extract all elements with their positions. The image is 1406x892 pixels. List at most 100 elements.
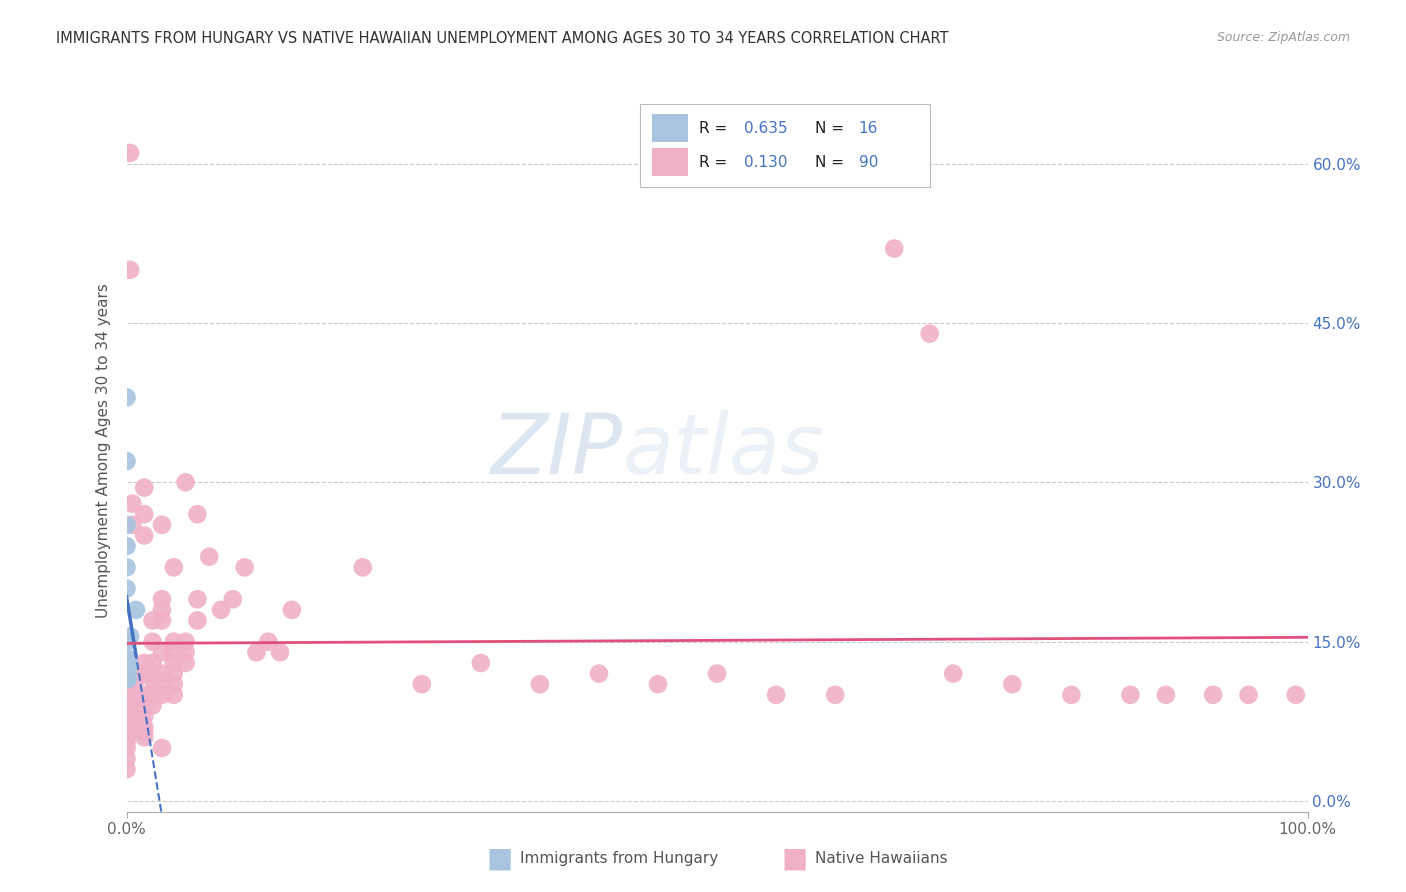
Text: IMMIGRANTS FROM HUNGARY VS NATIVE HAWAIIAN UNEMPLOYMENT AMONG AGES 30 TO 34 YEAR: IMMIGRANTS FROM HUNGARY VS NATIVE HAWAII… bbox=[56, 31, 949, 46]
Point bbox=[115, 725, 138, 739]
Point bbox=[352, 560, 374, 574]
Point bbox=[117, 661, 139, 675]
Point bbox=[150, 741, 173, 756]
Text: 0.635: 0.635 bbox=[744, 120, 787, 136]
Point bbox=[150, 688, 173, 702]
Point bbox=[120, 629, 142, 643]
Point bbox=[134, 688, 156, 702]
Point bbox=[411, 677, 433, 691]
Point bbox=[134, 731, 156, 745]
Text: Native Hawaiians: Native Hawaiians bbox=[815, 851, 948, 865]
Point bbox=[115, 517, 138, 532]
Bar bbox=[652, 114, 688, 142]
Point bbox=[125, 709, 148, 723]
Point bbox=[163, 677, 186, 691]
Point bbox=[174, 475, 197, 490]
Point bbox=[163, 656, 186, 670]
Point bbox=[118, 656, 141, 670]
Point bbox=[222, 592, 245, 607]
Point bbox=[150, 614, 173, 628]
Point bbox=[588, 666, 610, 681]
Bar bbox=[652, 148, 688, 176]
Point bbox=[115, 560, 138, 574]
Point bbox=[134, 481, 156, 495]
Point bbox=[115, 731, 138, 745]
Text: R =: R = bbox=[699, 154, 733, 169]
Point bbox=[134, 507, 156, 521]
Point bbox=[115, 539, 138, 553]
Point bbox=[186, 507, 208, 521]
Point bbox=[1202, 688, 1225, 702]
Point bbox=[134, 720, 156, 734]
Point bbox=[115, 762, 138, 776]
Point bbox=[141, 634, 163, 648]
Point bbox=[115, 704, 138, 718]
Point bbox=[134, 656, 156, 670]
Point bbox=[115, 390, 138, 404]
Text: N =: N = bbox=[815, 154, 849, 169]
Text: 0.130: 0.130 bbox=[744, 154, 787, 169]
Point bbox=[141, 656, 163, 670]
Point bbox=[115, 650, 138, 665]
Point bbox=[115, 666, 138, 681]
Point bbox=[125, 672, 148, 686]
Point bbox=[163, 688, 186, 702]
Point bbox=[141, 672, 163, 686]
Point bbox=[529, 677, 551, 691]
Point bbox=[281, 603, 304, 617]
Point bbox=[245, 645, 267, 659]
Point bbox=[125, 688, 148, 702]
Point bbox=[883, 242, 905, 256]
Text: atlas: atlas bbox=[623, 410, 824, 491]
Text: ■: ■ bbox=[486, 844, 512, 872]
Point bbox=[150, 603, 173, 617]
Point bbox=[150, 666, 173, 681]
Point bbox=[198, 549, 221, 564]
Point bbox=[163, 560, 186, 574]
Point bbox=[150, 517, 173, 532]
Point bbox=[1285, 688, 1308, 702]
Point bbox=[141, 698, 163, 713]
Point bbox=[125, 704, 148, 718]
Point bbox=[120, 263, 142, 277]
Text: 90: 90 bbox=[859, 154, 879, 169]
Point bbox=[115, 709, 138, 723]
Point bbox=[121, 517, 143, 532]
Point bbox=[163, 666, 186, 681]
Point bbox=[121, 497, 143, 511]
FancyBboxPatch shape bbox=[640, 103, 929, 186]
Point bbox=[141, 614, 163, 628]
Point bbox=[269, 645, 291, 659]
Point bbox=[115, 751, 138, 765]
Point bbox=[174, 645, 197, 659]
Point bbox=[1237, 688, 1260, 702]
Point bbox=[942, 666, 965, 681]
Point bbox=[174, 656, 197, 670]
Point bbox=[150, 645, 173, 659]
Point bbox=[1001, 677, 1024, 691]
Point bbox=[115, 736, 138, 750]
Point bbox=[470, 656, 492, 670]
Point bbox=[163, 645, 186, 659]
Point bbox=[115, 720, 138, 734]
Point bbox=[706, 666, 728, 681]
Point bbox=[120, 145, 142, 160]
Point bbox=[134, 528, 156, 542]
Point bbox=[150, 677, 173, 691]
Point bbox=[115, 672, 138, 686]
Point bbox=[115, 714, 138, 729]
Point bbox=[115, 634, 138, 648]
Point bbox=[115, 582, 138, 596]
Point bbox=[257, 634, 280, 648]
Text: Source: ZipAtlas.com: Source: ZipAtlas.com bbox=[1216, 31, 1350, 45]
Point bbox=[125, 603, 148, 617]
Point bbox=[765, 688, 787, 702]
Point bbox=[647, 677, 669, 691]
Point bbox=[134, 725, 156, 739]
Y-axis label: Unemployment Among Ages 30 to 34 years: Unemployment Among Ages 30 to 34 years bbox=[96, 283, 111, 618]
Point bbox=[115, 454, 138, 468]
Point bbox=[186, 614, 208, 628]
Text: 16: 16 bbox=[859, 120, 879, 136]
Point bbox=[141, 688, 163, 702]
Point bbox=[134, 698, 156, 713]
